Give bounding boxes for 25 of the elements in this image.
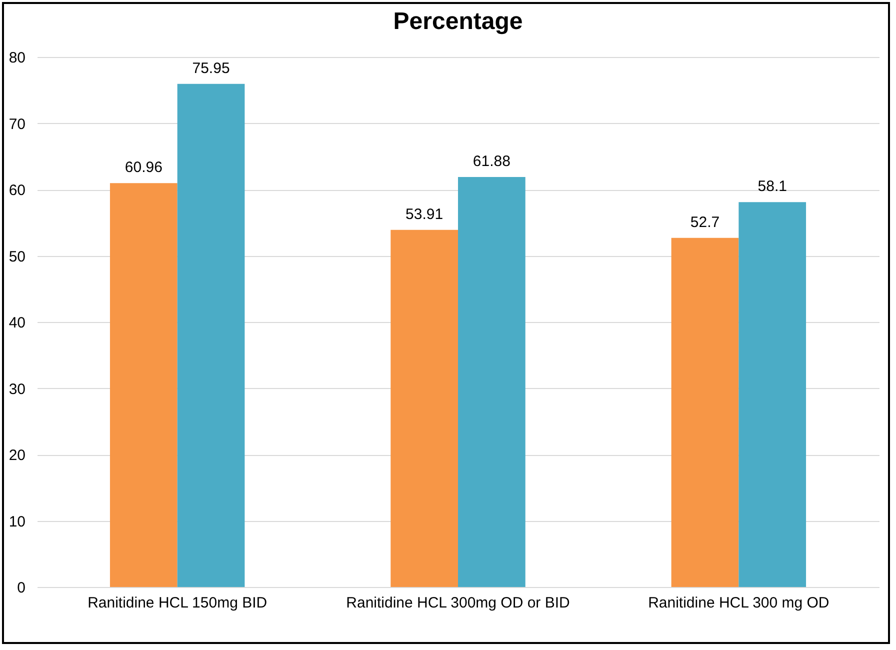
bar bbox=[110, 183, 178, 587]
data-label: 61.88 bbox=[472, 153, 510, 170]
bar bbox=[458, 177, 526, 587]
y-tick-label: 40 bbox=[8, 314, 26, 332]
bar bbox=[177, 84, 245, 587]
y-tick-label: 60 bbox=[8, 182, 26, 199]
x-tick-label: Ranitidine HCL 300 mg OD bbox=[648, 594, 830, 612]
bar bbox=[738, 202, 806, 587]
y-tick-label: 50 bbox=[8, 248, 26, 266]
y-tick-label: 10 bbox=[8, 513, 26, 530]
data-label: 53.91 bbox=[406, 206, 444, 223]
chart-title: Percentage bbox=[393, 8, 523, 35]
bar bbox=[671, 238, 739, 587]
data-label: 75.95 bbox=[192, 60, 230, 77]
bar bbox=[390, 230, 458, 587]
y-tick-label: 30 bbox=[8, 380, 26, 398]
data-label: 60.96 bbox=[124, 159, 162, 176]
y-tick-label: 20 bbox=[8, 447, 26, 464]
x-tick-label: Ranitidine HCL 150mg BID bbox=[88, 594, 268, 612]
data-label: 52.7 bbox=[690, 214, 720, 231]
y-tick-label: 70 bbox=[8, 116, 26, 133]
y-tick-label: 80 bbox=[8, 50, 26, 66]
x-tick-label: Ranitidine HCL 300mg OD or BID bbox=[346, 594, 570, 612]
data-label: 58.1 bbox=[758, 178, 787, 196]
y-tick-label: 0 bbox=[17, 580, 26, 596]
